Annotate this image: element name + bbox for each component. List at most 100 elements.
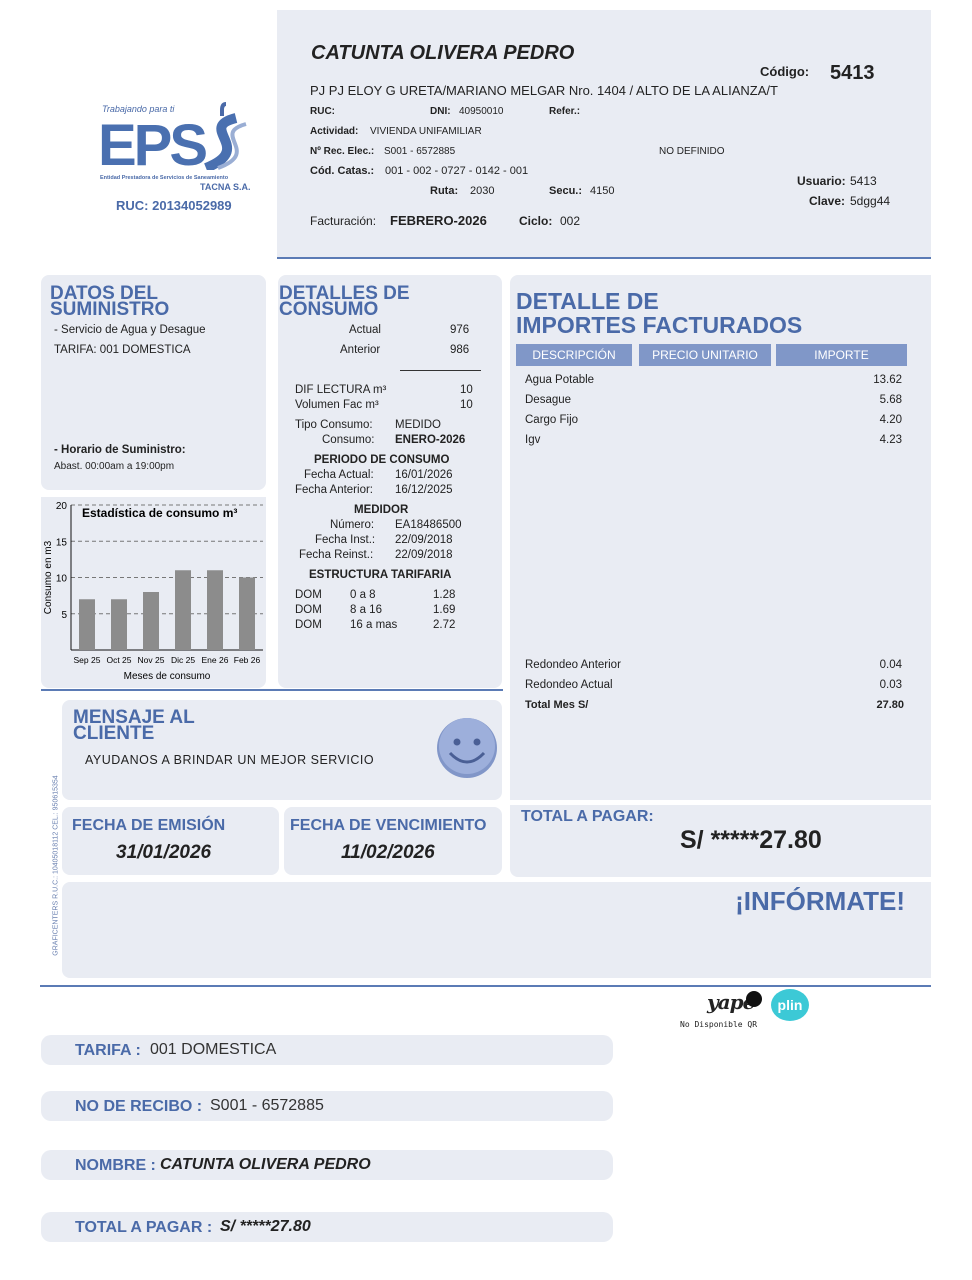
customer-name: CATUNTA OLIVERA PEDRO (311, 42, 575, 64)
facturacion-label: Facturación: (310, 214, 377, 228)
x-axis-label: Meses de consumo (124, 671, 211, 682)
x-tick-label: Nov 25 (138, 655, 165, 665)
bar (111, 599, 127, 650)
redondeo-ant-value: 0.04 (879, 659, 902, 671)
anterior-value: 986 (450, 344, 470, 356)
bar (207, 570, 223, 650)
tarifa: TARIFA: 001 DOMESTICA (54, 344, 191, 356)
importe-amount: 4.20 (879, 414, 902, 426)
redondeo-act-label: Redondeo Actual (525, 679, 613, 691)
cons-label: Consumo: (322, 434, 375, 446)
mensaje-title-2: CLIENTE (73, 723, 155, 744)
vencimiento-value: 11/02/2026 (341, 842, 435, 863)
logo-tagline: Trabajando para ti (102, 104, 175, 114)
estructura-heading: ESTRUCTURA TARIFARIA (309, 569, 452, 581)
actual-label: Actual (349, 324, 381, 336)
fi-label: Fecha Inst.: (315, 534, 376, 546)
bar (175, 570, 191, 650)
logo-ruc: RUC: 20134052989 (116, 198, 232, 213)
rec-label: Nº Rec. Elec.: (310, 146, 375, 157)
x-tick-label: Feb 26 (234, 655, 261, 665)
importe-amount: 5.68 (879, 394, 902, 406)
tarifa-cell: DOM (295, 619, 322, 631)
dif-value: 10 (460, 384, 473, 396)
fa-label: Fecha Actual: (304, 469, 374, 481)
logo-brand: EPS (98, 113, 208, 178)
num-label: Número: (330, 519, 375, 531)
consumo-panel (278, 275, 502, 688)
bar (79, 599, 95, 650)
periodo-heading: PERIODO DE CONSUMO (314, 454, 450, 466)
rec-value: S001 - 6572885 (384, 146, 456, 157)
y-tick-label: 15 (56, 537, 68, 548)
summary-total: TOTAL A PAGAR : S/ *****27.80 (41, 1212, 613, 1242)
mensaje-text: AYUDANOS A BRINDAR UN MEJOR SERVICIO (85, 753, 375, 767)
importe-description: Igv (525, 434, 541, 446)
divider (41, 689, 503, 691)
suministro-title-2: SUMINISTRO (50, 299, 170, 320)
summary-recibo: NO DE RECIBO : S001 - 6572885 (41, 1091, 613, 1121)
suministro-panel (41, 275, 266, 490)
usuario-value: 5413 (850, 174, 877, 188)
codigo-value: 5413 (830, 62, 875, 84)
usuario-label: Usuario: (797, 174, 846, 188)
summary-nombre: NOMBRE : CATUNTA OLIVERA PEDRO (41, 1150, 613, 1180)
tarifa-cell: 2.72 (433, 619, 456, 631)
header-panel (277, 10, 931, 258)
importe-description: Agua Potable (525, 374, 595, 386)
tarifa-cell: 1.69 (433, 604, 456, 616)
clave-value: 5dgg44 (850, 194, 891, 208)
col-header-descripcion: DESCRIPCIÓN (516, 344, 632, 366)
secu-label: Secu.: (549, 185, 583, 197)
actividad-label: Actividad: (310, 126, 359, 137)
y-tick-label: 10 (56, 574, 68, 585)
tarifa-cell: 0 a 8 (350, 589, 376, 601)
summary-tarifa: TARIFA : 001 DOMESTICA (41, 1035, 613, 1065)
total-mes-value: 27.80 (876, 699, 904, 711)
x-tick-label: Ene 26 (202, 655, 229, 665)
divider (40, 985, 931, 987)
cons-value: ENERO-2026 (395, 434, 466, 446)
fant-label: Fecha Anterior: (295, 484, 373, 496)
importe-description: Cargo Fijo (525, 414, 579, 426)
summary-label: NO DE RECIBO : (75, 1098, 203, 1115)
total-panel (510, 805, 931, 877)
bar (239, 577, 255, 650)
importes-title-2: IMPORTES FACTURADOS (516, 312, 803, 338)
tipo-label: Tipo Consumo: (295, 419, 373, 431)
fi-value: 22/09/2018 (395, 534, 453, 546)
vol-label: Volumen Fac m³ (295, 399, 379, 411)
dni-label: DNI: (430, 106, 451, 117)
tarifa-cell: DOM (295, 589, 322, 601)
qr-unavailable: No Disponible QR (680, 1020, 758, 1029)
printer-credit: GRAFICENTERS R.U.C.: 10405018112 CEL.: 9… (52, 775, 60, 956)
emision-panel (62, 807, 279, 875)
vencimiento-label: FECHA DE VENCIMIENTO (290, 817, 487, 834)
no-definido: NO DEFINIDO (659, 146, 725, 157)
importe-description: Desague (525, 394, 572, 406)
fant-value: 16/12/2025 (395, 484, 453, 496)
informate-heading: ¡INFÓRMATE! (735, 886, 905, 916)
col-header-importe: IMPORTE (776, 344, 907, 366)
facturacion-value: FEBRERO-2026 (390, 213, 487, 228)
refer-label: Refer.: (549, 106, 581, 117)
catas-label: Cód. Catas.: (310, 165, 375, 177)
tarifa-cell: 16 a mas (350, 619, 398, 631)
x-tick-label: Oct 25 (106, 655, 131, 665)
fa-value: 16/01/2026 (395, 469, 453, 481)
importe-amount: 13.62 (873, 374, 902, 386)
redondeo-ant-label: Redondeo Anterior (525, 659, 621, 671)
total-mes-label: Total Mes S/ (525, 699, 589, 711)
summary-value: S/ *****27.80 (220, 1218, 311, 1235)
mensaje-title: MENSAJE AL (73, 707, 195, 728)
total-value: S/ *****27.80 (680, 826, 822, 854)
actividad-value: VIVIENDA UNIFAMILIAR (370, 126, 482, 137)
y-tick-label: 5 (61, 610, 67, 621)
summary-label: TOTAL A PAGAR : (75, 1219, 213, 1236)
ciclo-value: 002 (560, 214, 581, 228)
plin-text: plin (777, 997, 803, 1013)
divider (400, 370, 481, 371)
summary-value: S001 - 6572885 (210, 1097, 324, 1114)
codigo-label: Código: (760, 64, 810, 79)
ruta-label: Ruta: (430, 185, 459, 197)
